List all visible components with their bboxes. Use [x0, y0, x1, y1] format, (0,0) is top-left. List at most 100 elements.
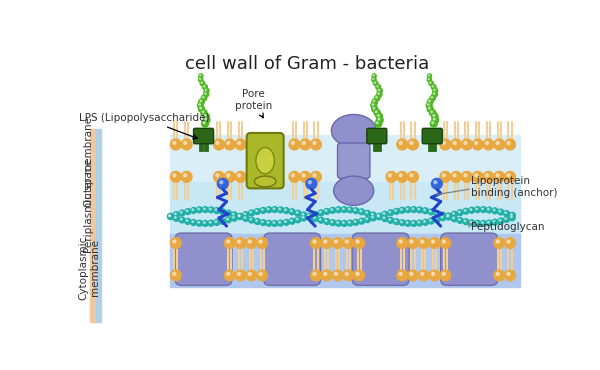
Circle shape [395, 220, 397, 222]
Circle shape [200, 81, 205, 85]
Circle shape [469, 220, 475, 226]
Circle shape [279, 208, 281, 210]
Circle shape [509, 215, 515, 221]
Circle shape [372, 99, 377, 104]
Circle shape [292, 174, 295, 177]
Circle shape [301, 215, 307, 221]
Circle shape [314, 217, 315, 219]
Circle shape [205, 93, 206, 94]
Circle shape [260, 220, 266, 225]
Circle shape [499, 211, 501, 212]
Circle shape [186, 210, 188, 212]
Circle shape [250, 211, 251, 213]
Circle shape [366, 218, 367, 220]
Circle shape [311, 270, 322, 281]
Circle shape [273, 208, 275, 209]
Circle shape [173, 212, 179, 218]
Circle shape [470, 221, 472, 223]
Circle shape [433, 88, 438, 93]
Circle shape [209, 208, 211, 210]
Circle shape [200, 107, 202, 109]
Circle shape [170, 270, 181, 281]
Circle shape [290, 210, 292, 212]
Circle shape [202, 221, 208, 226]
Text: Periplasmic space: Periplasmic space [84, 159, 94, 253]
Circle shape [199, 104, 200, 105]
Ellipse shape [334, 176, 374, 205]
FancyBboxPatch shape [441, 233, 497, 285]
Circle shape [464, 209, 466, 211]
Circle shape [237, 213, 243, 219]
Circle shape [318, 210, 324, 216]
Circle shape [422, 219, 428, 225]
Circle shape [371, 213, 373, 215]
Circle shape [205, 89, 206, 91]
Circle shape [308, 181, 311, 184]
Circle shape [426, 102, 432, 108]
Circle shape [170, 139, 181, 150]
FancyBboxPatch shape [367, 128, 387, 144]
Circle shape [472, 171, 483, 182]
Circle shape [388, 217, 394, 223]
Circle shape [308, 215, 310, 216]
FancyBboxPatch shape [263, 233, 320, 285]
Circle shape [376, 117, 383, 124]
Circle shape [442, 174, 445, 177]
Circle shape [186, 220, 188, 221]
Bar [170, 135, 520, 186]
Circle shape [492, 219, 498, 225]
Circle shape [231, 215, 237, 221]
Text: Cytoplasmic
membrane: Cytoplasmic membrane [78, 236, 100, 300]
Circle shape [377, 115, 379, 117]
Circle shape [200, 75, 201, 76]
Circle shape [447, 214, 449, 216]
Circle shape [503, 216, 509, 222]
Circle shape [379, 89, 380, 91]
Circle shape [200, 100, 202, 102]
Ellipse shape [254, 176, 276, 187]
Circle shape [313, 216, 318, 222]
Circle shape [292, 141, 295, 145]
Circle shape [464, 220, 466, 222]
Circle shape [203, 117, 210, 124]
Circle shape [399, 220, 405, 226]
Circle shape [421, 240, 424, 243]
Circle shape [434, 216, 440, 222]
Circle shape [289, 171, 300, 182]
Circle shape [399, 141, 402, 145]
Circle shape [372, 74, 376, 78]
Circle shape [359, 218, 365, 224]
Circle shape [233, 216, 234, 218]
Circle shape [370, 215, 376, 221]
Circle shape [440, 238, 451, 248]
Circle shape [446, 214, 451, 220]
Circle shape [208, 220, 214, 226]
Circle shape [376, 111, 377, 113]
Circle shape [442, 272, 445, 275]
Circle shape [204, 115, 206, 117]
Circle shape [353, 219, 359, 225]
Circle shape [498, 218, 503, 224]
Circle shape [382, 216, 388, 222]
Circle shape [458, 211, 460, 213]
Circle shape [235, 270, 246, 281]
Circle shape [313, 212, 318, 218]
Circle shape [485, 141, 488, 145]
Circle shape [202, 206, 208, 212]
Bar [170, 182, 520, 238]
Circle shape [376, 113, 383, 120]
Circle shape [430, 219, 431, 221]
Circle shape [220, 181, 223, 184]
Circle shape [505, 218, 506, 219]
Circle shape [373, 78, 374, 80]
Circle shape [227, 272, 230, 275]
FancyBboxPatch shape [352, 233, 409, 285]
Circle shape [428, 78, 430, 80]
Circle shape [235, 171, 246, 182]
Circle shape [179, 210, 185, 216]
Circle shape [383, 213, 385, 214]
Circle shape [386, 171, 397, 182]
Circle shape [173, 215, 179, 221]
Circle shape [447, 215, 449, 217]
Circle shape [181, 211, 182, 213]
